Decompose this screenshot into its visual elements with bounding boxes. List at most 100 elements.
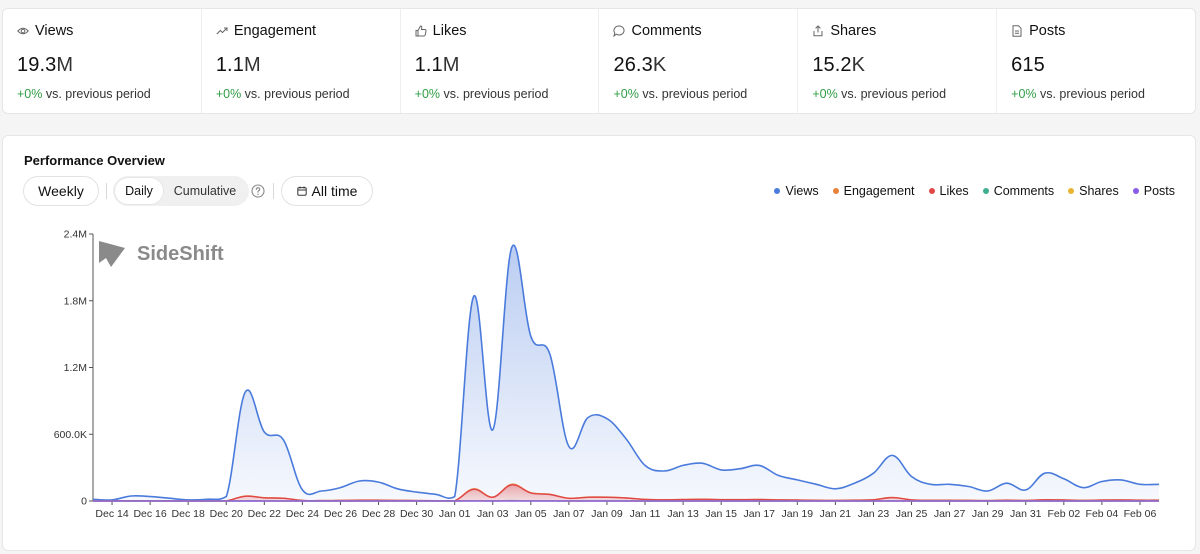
trending-up-icon [216, 25, 228, 37]
legend-label: Views [785, 184, 819, 198]
stat-card-comments: Comments 26.3K +0% vs. previous period [599, 9, 799, 113]
legend-dot [1068, 188, 1075, 194]
stat-number: 1.1 [215, 54, 244, 76]
stat-header: Comments [613, 22, 783, 40]
divider [106, 183, 107, 199]
help-icon[interactable] [251, 184, 265, 198]
stat-value: 1.1M [415, 54, 585, 77]
stat-label: Views [35, 23, 74, 39]
x-tick-label: Dec 14 [95, 508, 128, 520]
x-tick-label: Jan 15 [705, 508, 737, 520]
date-range-label: All time [311, 183, 358, 199]
x-tick-label: Jan 29 [972, 508, 1004, 520]
document-icon [1011, 25, 1023, 37]
daily-toggle[interactable]: Daily [115, 178, 163, 204]
stat-number: 26.3 [613, 54, 653, 76]
legend-item-likes[interactable]: Likes [928, 184, 969, 198]
x-tick-label: Feb 06 [1124, 508, 1157, 520]
x-tick-label: Jan 01 [439, 508, 471, 520]
stat-number: 19.3 [17, 54, 57, 76]
delta-text: vs. previous period [1036, 87, 1145, 101]
weekly-button[interactable]: Weekly [23, 176, 99, 206]
stat-label: Likes [432, 23, 467, 39]
stat-card-shares: Shares 15.2K +0% vs. previous period [798, 9, 998, 113]
series-views [92, 244, 1160, 501]
stat-card-engagement: Engagement 1.1M +0% vs. previous period [202, 9, 401, 113]
performance-overview-card: Performance Overview Weekly Daily Cumula… [2, 135, 1196, 551]
stat-unit: K [851, 54, 866, 76]
x-tick-label: Jan 11 [630, 508, 661, 520]
x-tick-label: Jan 17 [743, 508, 775, 520]
comment-icon [613, 25, 625, 37]
x-tick-label: Jan 19 [782, 508, 814, 520]
x-tick-label: Dec 18 [172, 508, 205, 520]
date-range-button[interactable]: All time [281, 176, 373, 206]
x-tick-label: Dec 22 [248, 508, 281, 520]
panel-title: Performance Overview [24, 153, 165, 168]
legend-label: Shares [1079, 184, 1119, 198]
stat-unit: M [243, 54, 261, 76]
legend-label: Comments [993, 184, 1055, 198]
x-tick-label: Dec 30 [400, 508, 433, 520]
x-tick-label: Dec 26 [324, 508, 357, 520]
legend-item-shares[interactable]: Shares [1068, 184, 1119, 198]
calendar-icon [296, 186, 307, 196]
stat-delta: +0% vs. previous period [216, 87, 386, 101]
stat-number: 15.2 [812, 54, 852, 76]
x-tick-label: Jan 21 [820, 508, 852, 520]
legend-label: Posts [1143, 184, 1175, 198]
stat-label: Shares [830, 23, 877, 39]
x-tick-label: Jan 03 [477, 508, 509, 520]
cumulative-toggle[interactable]: Cumulative [173, 184, 237, 198]
delta-percent: +0% [1011, 87, 1037, 101]
stat-label: Posts [1029, 23, 1066, 39]
delta-text: vs. previous period [837, 87, 947, 101]
stat-header: Likes [415, 22, 585, 40]
legend-item-posts[interactable]: Posts [1132, 184, 1175, 198]
chart-area: SideShift 0 600.0K 1.2M 1.8M 2.4M Dec 14 Dec 16… [54, 229, 1160, 520]
legend-dot [774, 188, 781, 194]
stat-delta: +0% vs. previous period [1011, 87, 1181, 101]
sideshift-logo-icon [99, 241, 125, 267]
x-tick-label: Jan 09 [591, 508, 623, 520]
x-tick-label: Feb 02 [1047, 508, 1080, 520]
views-area [93, 245, 1159, 501]
y-tick-label: 600.0K [54, 429, 87, 441]
y-tick-label: 2.4M [64, 229, 87, 241]
delta-text: vs. previous period [440, 87, 549, 101]
delta-text: vs. previous period [241, 87, 350, 101]
legend-dot [928, 188, 935, 194]
x-tick-label: Jan 05 [515, 508, 547, 520]
stat-value: 1.1M [216, 54, 386, 77]
sideshift-logo-text: SideShift [137, 243, 224, 265]
stat-unit: M [56, 54, 74, 76]
stat-value: 15.2K [812, 54, 982, 77]
chart-legend: Views Engagement Likes Comments Shares Posts [774, 184, 1175, 198]
x-tick-label: Jan 07 [553, 508, 585, 520]
y-tick-label: 1.2M [64, 362, 87, 374]
legend-item-views[interactable]: Views [774, 184, 819, 198]
thumbs-up-icon [415, 25, 427, 37]
x-tick-label: Jan 13 [667, 508, 699, 520]
legend-dot [982, 188, 989, 194]
delta-percent: +0% [812, 87, 838, 101]
stat-header: Shares [812, 22, 982, 40]
stat-delta: +0% vs. previous period [17, 87, 187, 101]
stats-row: Views 19.3M +0% vs. previous period Engagem… [2, 8, 1196, 114]
legend-item-comments[interactable]: Comments [982, 184, 1055, 198]
stat-number: 1.1 [414, 54, 443, 76]
delta-percent: +0% [17, 87, 43, 101]
stat-unit: K [652, 54, 667, 76]
views-line [92, 244, 1160, 501]
stat-delta: +0% vs. previous period [415, 87, 585, 101]
delta-text: vs. previous period [638, 87, 748, 101]
stat-delta: +0% vs. previous period [613, 87, 783, 101]
x-tick-label: Jan 27 [934, 508, 966, 520]
legend-item-engagement[interactable]: Engagement [832, 184, 915, 198]
stat-card-likes: Likes 1.1M +0% vs. previous period [401, 9, 600, 113]
x-tick-label: Jan 31 [1010, 508, 1042, 520]
stat-value: 615 [1011, 54, 1181, 77]
view-mode-toggle: Daily Cumulative [113, 176, 249, 206]
x-tick-label: Jan 23 [858, 508, 890, 520]
delta-percent: +0% [613, 87, 639, 101]
